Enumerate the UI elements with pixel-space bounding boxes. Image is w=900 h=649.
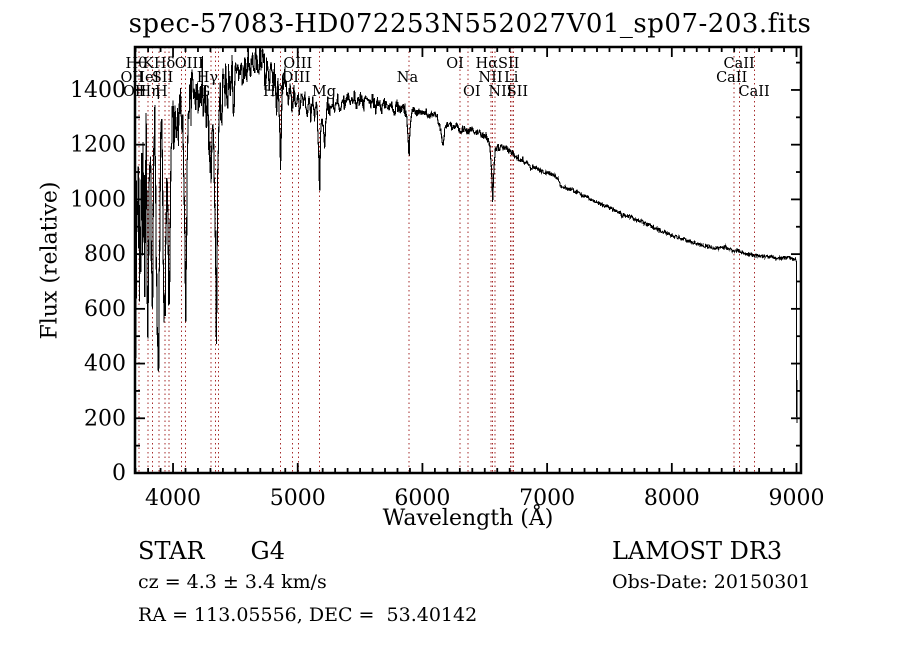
- spectral-line-label: OI: [463, 84, 481, 100]
- spectral-line-label: K: [143, 56, 155, 72]
- survey-release-text: LAMOST DR3: [612, 537, 783, 565]
- spectral-line-label: OIII: [283, 56, 312, 72]
- spectral-line-label: Li: [504, 70, 519, 86]
- x-tick-label: 6000: [394, 486, 450, 511]
- spectral-line-label: Hγ: [197, 70, 218, 86]
- y-tick-label: 1200: [70, 133, 126, 158]
- spectral-line-label: Hδ: [154, 56, 175, 72]
- y-tick-label: 1400: [70, 78, 126, 103]
- x-tick-label: 9000: [769, 486, 825, 511]
- y-tick-label: 400: [84, 352, 126, 377]
- star-subclass: G4: [250, 537, 285, 565]
- spectral-line-label: NII: [478, 70, 502, 86]
- cz-velocity-text: cz = 4.3 ± 3.4 km/s: [138, 571, 327, 593]
- spectral-line-label: OI: [446, 56, 464, 72]
- spectral-line-label: CaII: [724, 56, 755, 72]
- x-tick-label: 4000: [145, 486, 201, 511]
- y-tick-label: 800: [84, 242, 126, 267]
- spectral-line-label: CaII: [716, 70, 747, 86]
- spectral-line-label: Hη: [139, 84, 160, 100]
- spectral-line-label: G: [199, 84, 211, 100]
- x-tick-label: 7000: [519, 486, 575, 511]
- x-axis-label: Wavelength (Å): [382, 506, 554, 531]
- spectrum-line: [135, 47, 798, 423]
- spectral-line-label: Hθ: [126, 56, 147, 72]
- x-tick-label: 5000: [270, 486, 326, 511]
- y-tick-label: 0: [112, 461, 126, 486]
- spectral-line-label: OIII: [281, 70, 310, 86]
- y-axis-label: Flux (relative): [37, 181, 63, 340]
- star-class: STAR: [138, 537, 205, 565]
- y-tick-label: 1000: [70, 187, 126, 212]
- ra-dec-text: RA = 113.05556, DEC = 53.40142: [138, 604, 478, 626]
- spectral-line-label: OII: [120, 70, 143, 86]
- spectral-line-label: SII: [507, 84, 528, 100]
- classification-text: STAR G4: [138, 537, 285, 565]
- spectral-line-label: SII: [152, 70, 173, 86]
- y-tick-label: 200: [84, 406, 126, 431]
- spectral-line-label: NII: [488, 84, 512, 100]
- spectral-line-label: Na: [397, 70, 419, 86]
- plot-title: spec-57083-HD072253N552027V01_sp07-203.f…: [128, 9, 812, 39]
- spectral-line-label: Mg: [312, 84, 336, 100]
- spectral-line-label: Hβ: [263, 84, 284, 100]
- y-tick-label: 600: [84, 297, 126, 322]
- obs-date-text: Obs-Date: 20150301: [612, 571, 811, 593]
- spectral-line-label: CaII: [739, 84, 770, 100]
- spectral-line-label: HeI: [132, 70, 159, 86]
- x-tick-label: 8000: [644, 486, 700, 511]
- spectral-line-label: Hα: [476, 56, 499, 72]
- spectral-line-label: H: [155, 84, 168, 100]
- axes-box: [133, 45, 803, 475]
- spectral-line-label: OII: [123, 84, 146, 100]
- spectral-line-label: SII: [498, 56, 519, 72]
- spectral-line-label: OIII: [175, 56, 204, 72]
